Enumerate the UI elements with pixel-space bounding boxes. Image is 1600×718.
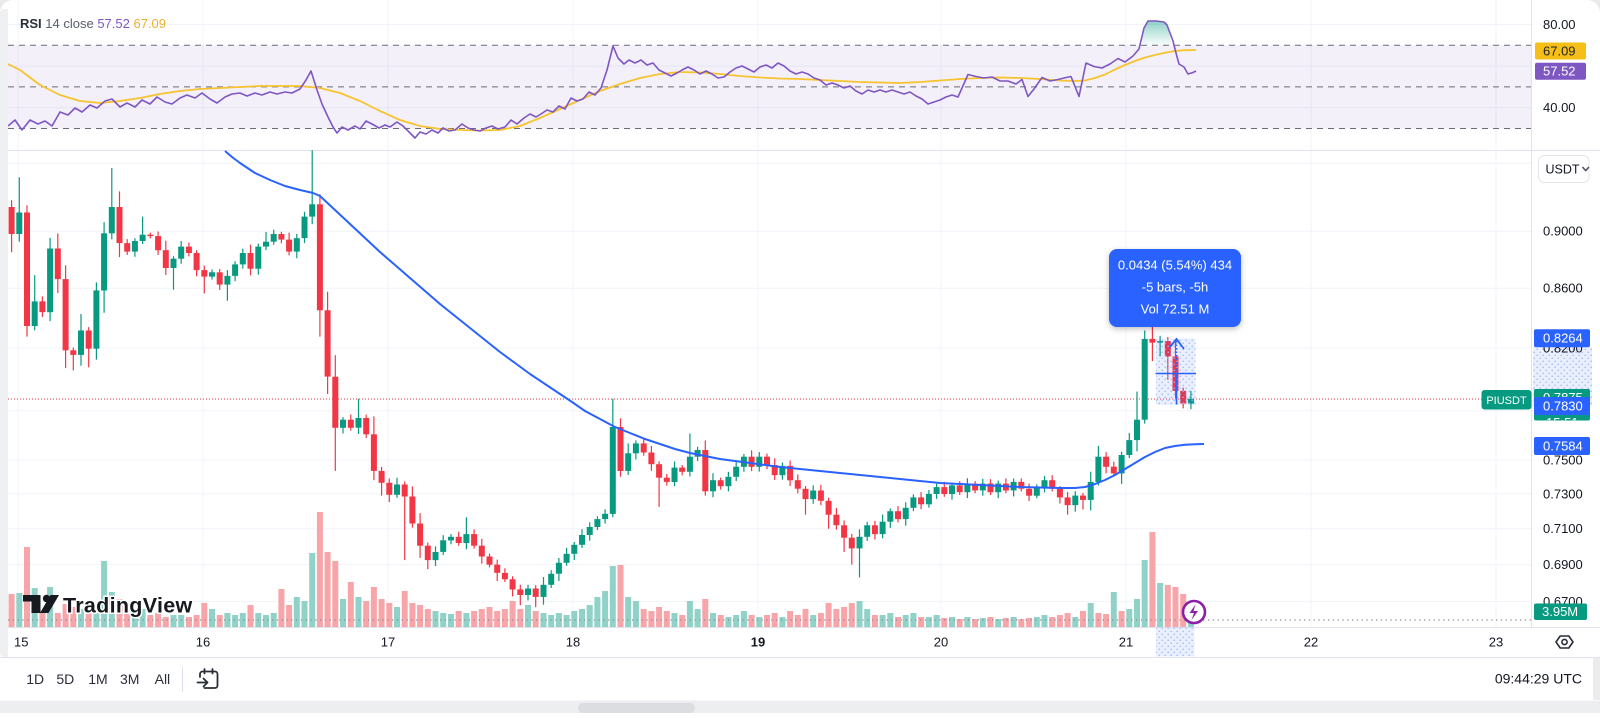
svg-text:0.8264: 0.8264: [1543, 331, 1583, 346]
svg-text:0.9000: 0.9000: [1543, 224, 1583, 239]
svg-text:1M: 1M: [88, 671, 107, 687]
svg-text:3.95M: 3.95M: [1542, 604, 1578, 619]
svg-text:22: 22: [1304, 635, 1318, 650]
svg-text:0.7830: 0.7830: [1543, 398, 1583, 413]
svg-text:40.00: 40.00: [1543, 100, 1576, 115]
svg-text:23: 23: [1489, 635, 1503, 650]
svg-text:09:44:29 UTC: 09:44:29 UTC: [1495, 671, 1582, 687]
svg-text:All: All: [155, 671, 171, 687]
svg-text:15: 15: [14, 635, 28, 650]
svg-text:57.52: 57.52: [1543, 64, 1576, 79]
svg-text:0.8600: 0.8600: [1543, 281, 1583, 296]
svg-text:RSI 14 close 57.52 67.09: RSI 14 close 57.52 67.09: [20, 16, 166, 31]
svg-text:17: 17: [381, 635, 395, 650]
svg-text:3M: 3M: [120, 671, 139, 687]
svg-text:21: 21: [1119, 635, 1133, 650]
svg-text:16: 16: [196, 635, 210, 650]
svg-text:TradingView: TradingView: [63, 594, 193, 618]
svg-text:Vol 72.51 M: Vol 72.51 M: [1141, 302, 1210, 317]
svg-text:18: 18: [566, 635, 580, 650]
svg-text:0.6900: 0.6900: [1543, 557, 1583, 572]
svg-text:0.7100: 0.7100: [1543, 521, 1583, 536]
svg-text:-5 bars, -5h: -5 bars, -5h: [1142, 280, 1208, 295]
svg-text:0.7500: 0.7500: [1543, 452, 1583, 467]
svg-text:19: 19: [751, 635, 765, 650]
svg-text:80.00: 80.00: [1543, 17, 1576, 32]
svg-text:USDT: USDT: [1546, 163, 1580, 177]
svg-text:0.7300: 0.7300: [1543, 486, 1583, 501]
svg-text:PIUSDT: PIUSDT: [1486, 395, 1527, 407]
svg-text:15:51: 15:51: [1546, 415, 1579, 430]
svg-text:0.0434 (5.54%) 434: 0.0434 (5.54%) 434: [1118, 258, 1232, 273]
svg-text:0.7584: 0.7584: [1543, 438, 1583, 453]
svg-text:20: 20: [934, 635, 948, 650]
svg-text:1D: 1D: [26, 671, 44, 687]
svg-text:67.09: 67.09: [1543, 43, 1576, 58]
svg-text:5D: 5D: [56, 671, 74, 687]
